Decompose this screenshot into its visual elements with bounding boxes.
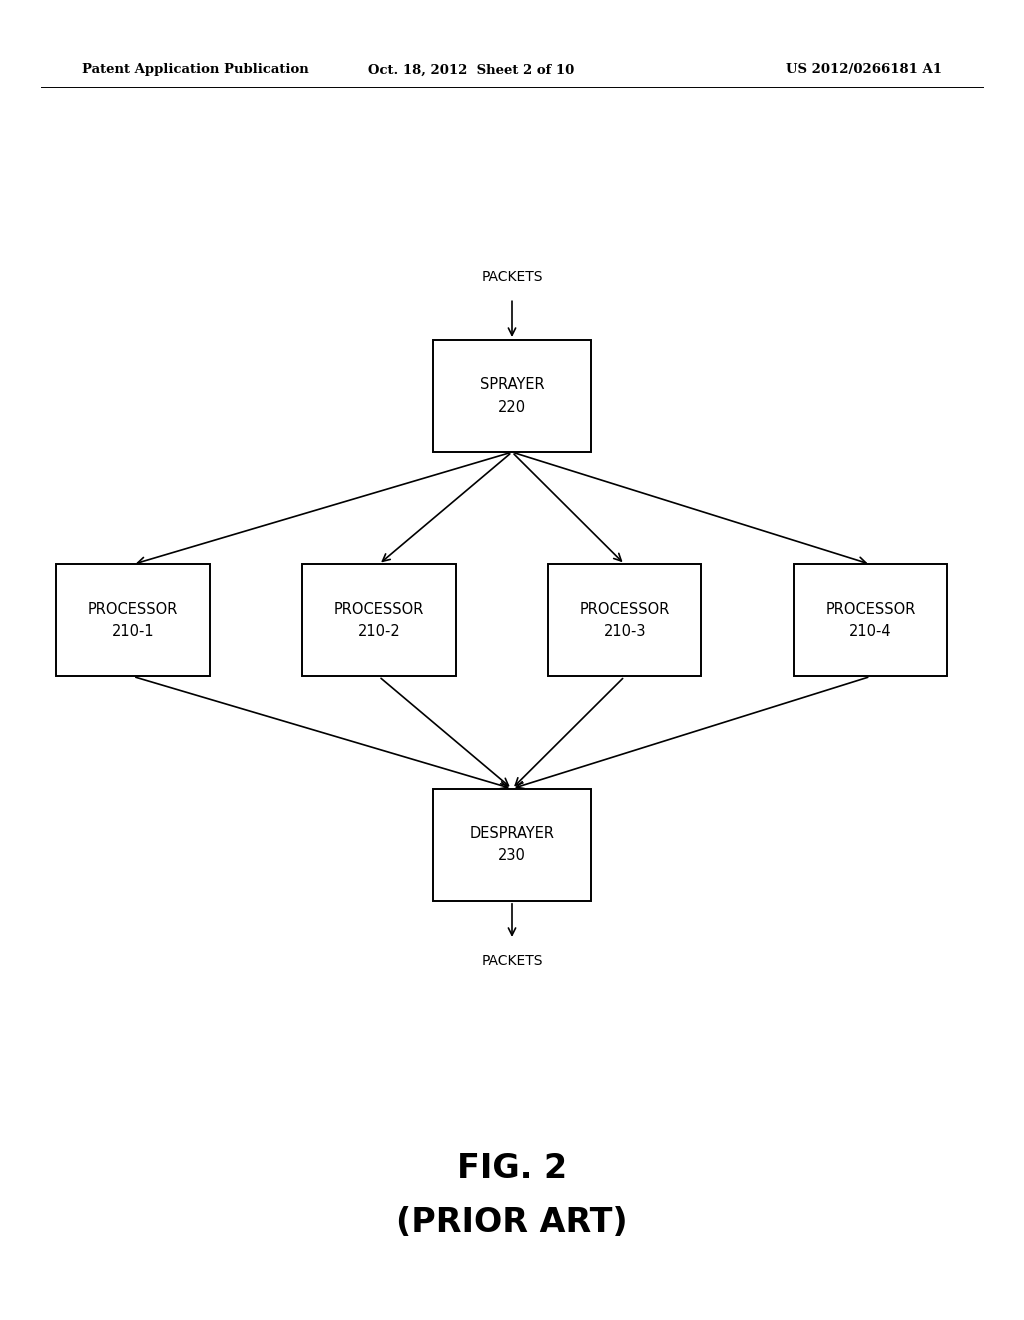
Bar	[432, 788, 592, 900]
Text: PACKETS: PACKETS	[481, 271, 543, 284]
Bar	[432, 341, 592, 451]
Text: FIG. 2: FIG. 2	[457, 1151, 567, 1185]
Text: (PRIOR ART): (PRIOR ART)	[396, 1206, 628, 1238]
Text: PROCESSOR
210-3: PROCESSOR 210-3	[580, 602, 670, 639]
Text: Patent Application Publication: Patent Application Publication	[82, 63, 308, 77]
Text: PACKETS: PACKETS	[481, 954, 543, 968]
Text: PROCESSOR
210-2: PROCESSOR 210-2	[334, 602, 424, 639]
Bar	[302, 565, 456, 676]
Bar	[548, 565, 701, 676]
Text: SPRAYER
220: SPRAYER 220	[479, 378, 545, 414]
Text: DESPRAYER
230: DESPRAYER 230	[469, 826, 555, 863]
Bar	[56, 565, 210, 676]
Bar	[794, 565, 947, 676]
Text: Oct. 18, 2012  Sheet 2 of 10: Oct. 18, 2012 Sheet 2 of 10	[368, 63, 574, 77]
Text: PROCESSOR
210-1: PROCESSOR 210-1	[88, 602, 178, 639]
Text: US 2012/0266181 A1: US 2012/0266181 A1	[786, 63, 942, 77]
Text: PROCESSOR
210-4: PROCESSOR 210-4	[825, 602, 915, 639]
